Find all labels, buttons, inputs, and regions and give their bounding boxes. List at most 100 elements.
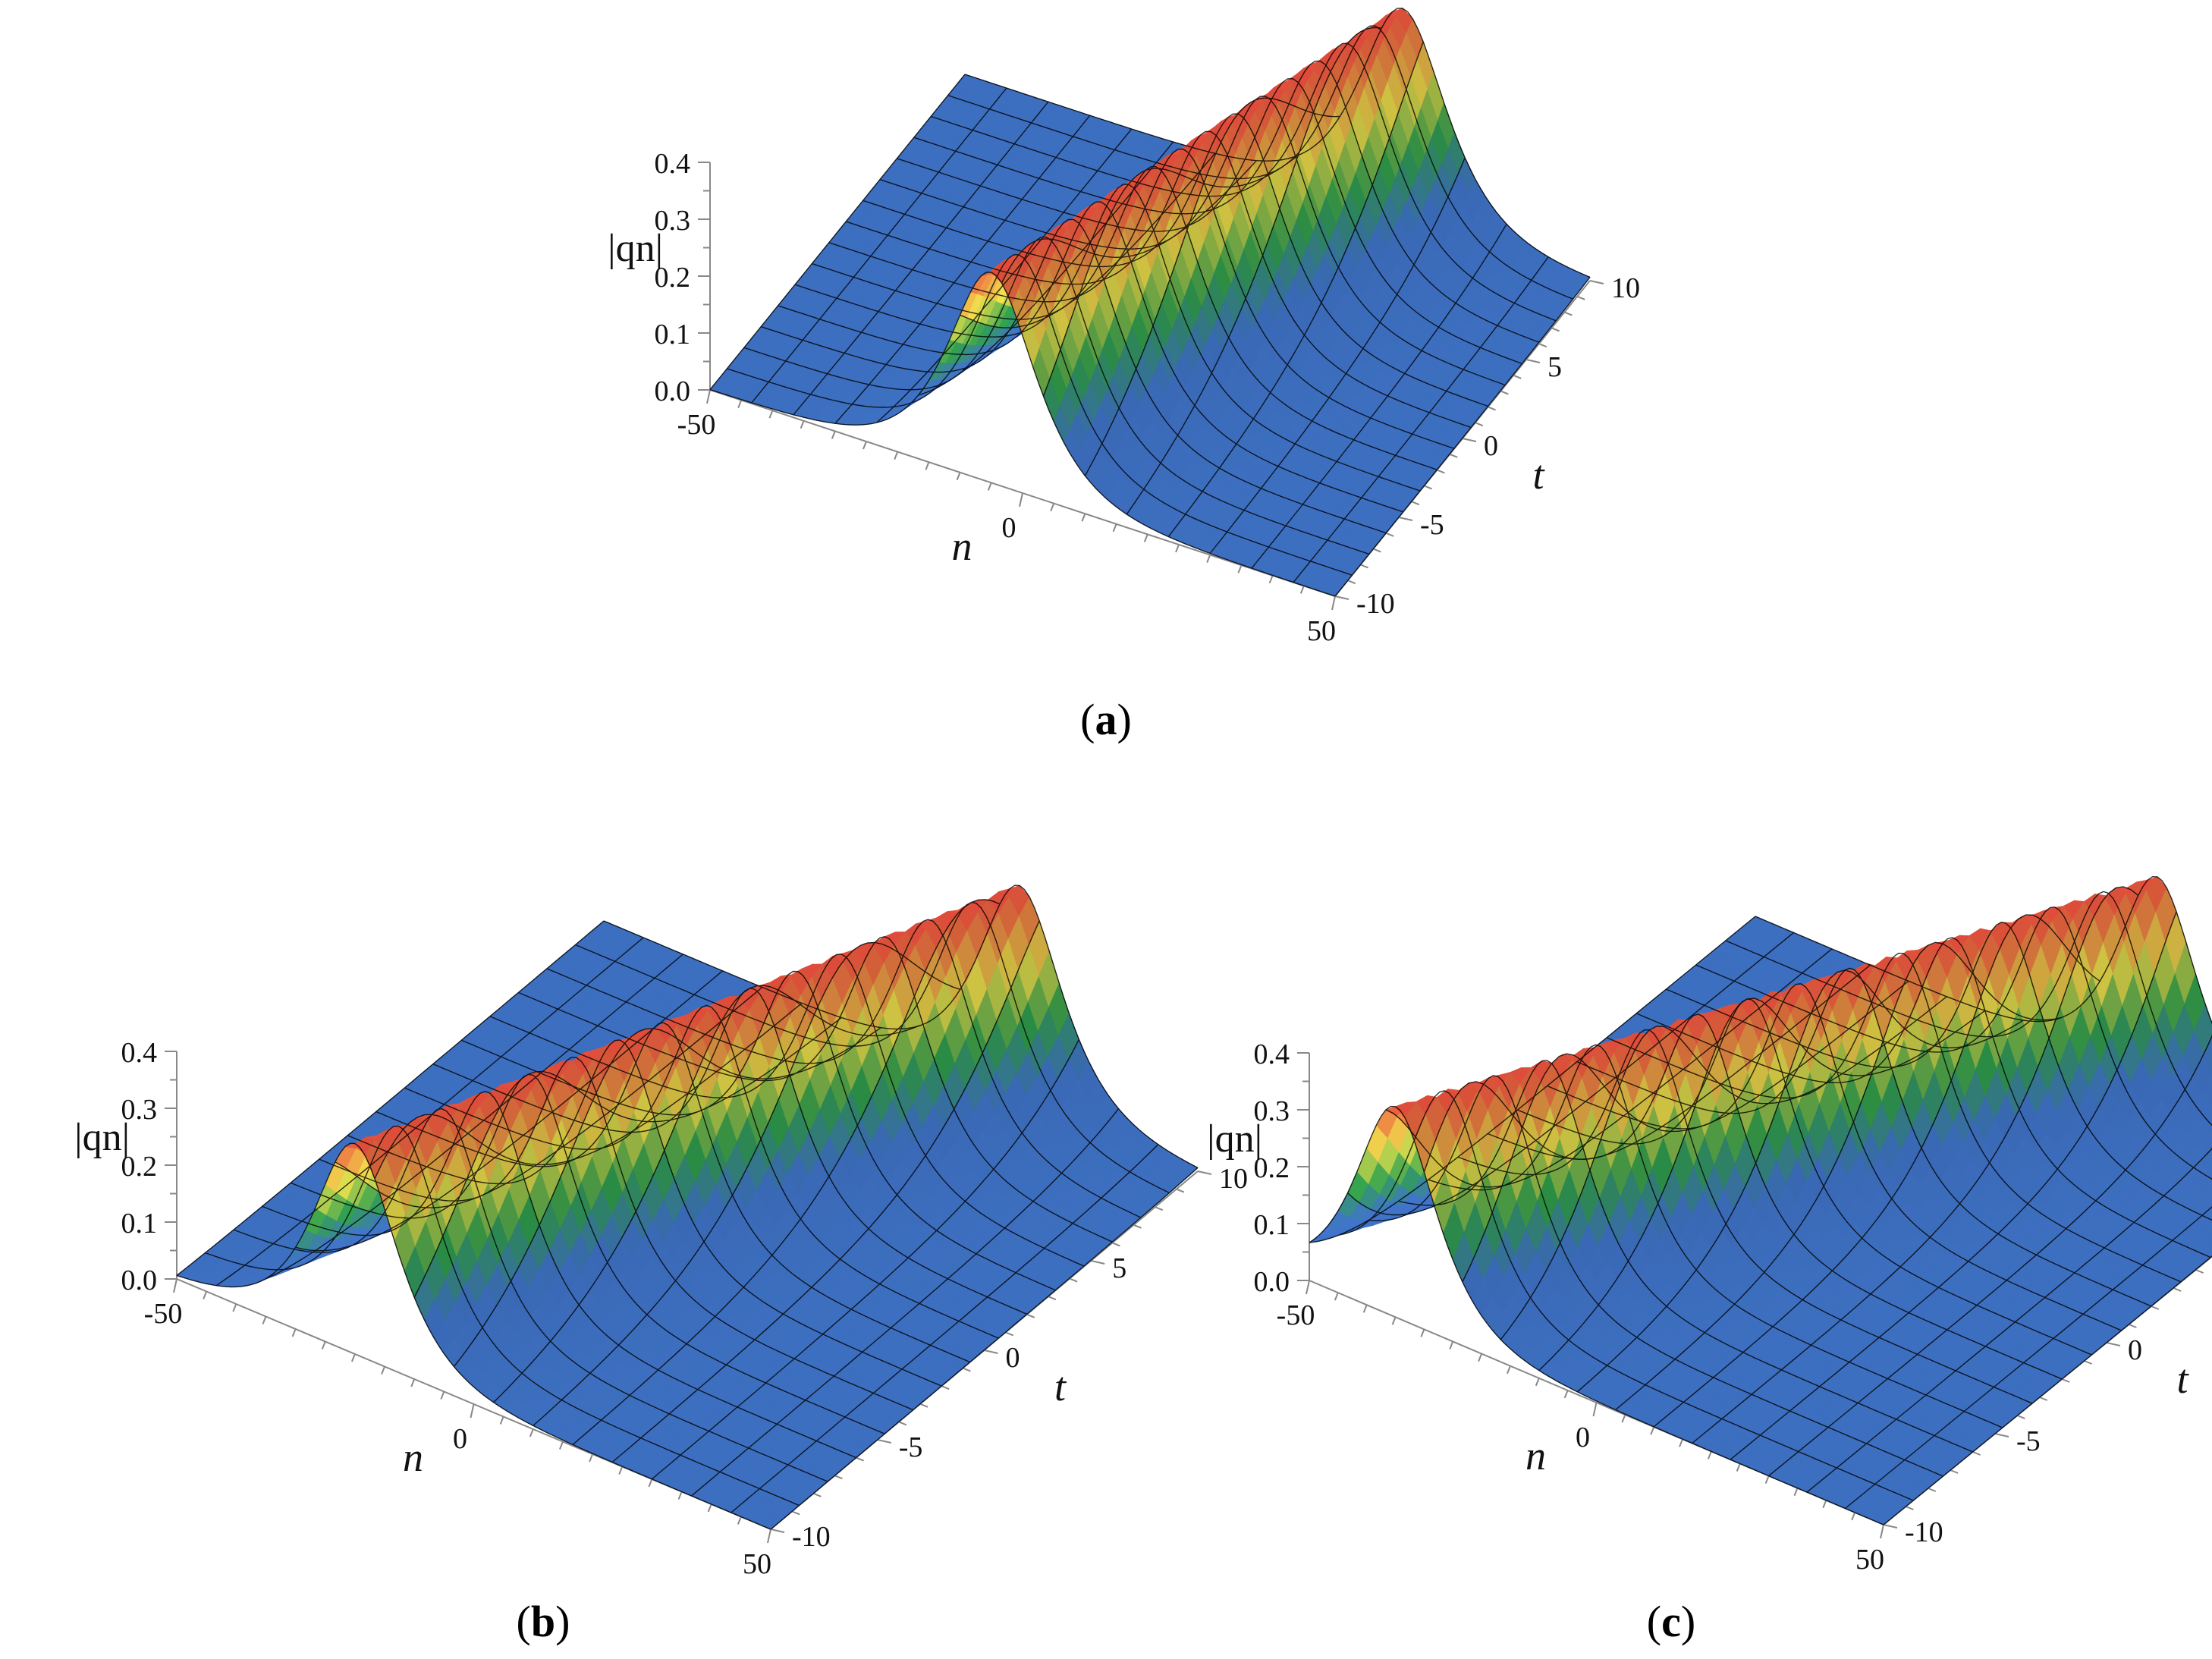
n-tick-mark bbox=[1175, 544, 1180, 553]
t-tick-label: -5 bbox=[1420, 509, 1444, 541]
n-tick-mark bbox=[768, 410, 774, 419]
n-tick-mark bbox=[894, 451, 899, 460]
panel-letter: a bbox=[1095, 695, 1117, 744]
t-tick-mark bbox=[1334, 595, 1350, 600]
t-tick-mark bbox=[1424, 485, 1432, 490]
n-tick-mark bbox=[1331, 595, 1336, 611]
z-tick-label: 0.0 bbox=[655, 375, 691, 407]
t-tick-mark bbox=[856, 1456, 864, 1462]
n-tick-mark bbox=[321, 1341, 326, 1350]
n-tick-mark bbox=[831, 431, 836, 439]
n-tick-mark bbox=[470, 1403, 475, 1419]
n-tick-mark bbox=[173, 1278, 178, 1293]
n-tick-label: 0 bbox=[1002, 512, 1016, 544]
t-tick-mark bbox=[1437, 469, 1445, 474]
n-tick-mark bbox=[737, 400, 743, 408]
n-tick-mark bbox=[737, 1516, 742, 1525]
n-tick-mark bbox=[987, 482, 992, 491]
n-tick-mark bbox=[1019, 492, 1023, 507]
n-tick-label: 50 bbox=[1307, 615, 1336, 647]
z-tick-label: 0.4 bbox=[655, 148, 691, 180]
t-tick-mark bbox=[1069, 1277, 1078, 1283]
t-tick-mark bbox=[791, 1510, 800, 1516]
t-tick-mark bbox=[1538, 343, 1547, 348]
n-tick-mark bbox=[925, 461, 930, 470]
t-tick-mark bbox=[962, 1367, 971, 1372]
n-axis-label: n bbox=[952, 523, 972, 569]
n-tick-mark bbox=[1143, 534, 1148, 542]
t-tick-mark bbox=[812, 1492, 822, 1497]
t-tick-mark bbox=[1005, 1331, 1014, 1337]
n-tick-mark bbox=[1112, 523, 1117, 533]
n-tick-mark bbox=[410, 1378, 416, 1387]
t-tick-mark bbox=[1155, 1206, 1164, 1211]
t-axis-label: t bbox=[1532, 452, 1545, 498]
surface bbox=[709, 8, 1591, 597]
n-tick-mark bbox=[862, 441, 867, 450]
z-axis-label: |qn| bbox=[608, 227, 663, 270]
t-tick-mark bbox=[1133, 1224, 1142, 1229]
t-tick-mark bbox=[1385, 532, 1394, 537]
t-tick-mark bbox=[919, 1403, 928, 1408]
t-tick-mark bbox=[941, 1385, 950, 1390]
t-tick-mark bbox=[1048, 1296, 1057, 1301]
t-tick-label: 10 bbox=[1611, 272, 1640, 304]
n-tick-mark bbox=[956, 472, 961, 481]
t-tick-mark bbox=[1091, 1260, 1105, 1265]
t-tick-mark bbox=[1197, 1170, 1212, 1175]
n-tick-mark bbox=[1050, 503, 1055, 511]
n-tick-mark bbox=[232, 1303, 237, 1312]
n-tick-mark bbox=[291, 1328, 297, 1337]
t-tick-mark bbox=[1112, 1242, 1120, 1247]
t-tick-label: -10 bbox=[1356, 588, 1395, 620]
n-tick-mark bbox=[559, 1441, 564, 1450]
n-tick-mark bbox=[648, 1478, 653, 1488]
t-tick-mark bbox=[1462, 438, 1477, 442]
n-tick-mark bbox=[707, 1503, 712, 1513]
t-tick-mark bbox=[1500, 390, 1509, 395]
t-tick-mark bbox=[1411, 501, 1420, 506]
t-tick-mark bbox=[1373, 548, 1381, 553]
n-tick-mark bbox=[800, 420, 805, 429]
n-tick-mark bbox=[529, 1428, 534, 1437]
t-tick-mark bbox=[877, 1439, 891, 1444]
n-tick-mark bbox=[381, 1366, 385, 1375]
surface bbox=[176, 884, 1199, 1530]
t-tick-label: 0 bbox=[1484, 430, 1498, 462]
t-tick-mark bbox=[1576, 295, 1585, 300]
n-tick-mark bbox=[499, 1416, 504, 1425]
t-tick-mark bbox=[1449, 453, 1458, 458]
panel-label: (a) bbox=[1080, 695, 1132, 744]
t-tick-mark bbox=[1475, 422, 1484, 427]
n-tick-mark bbox=[1081, 513, 1086, 522]
t-tick-mark bbox=[1513, 374, 1522, 379]
n-tick-mark bbox=[1237, 564, 1243, 573]
t-tick-mark bbox=[1026, 1313, 1035, 1318]
t-tick-mark bbox=[770, 1529, 785, 1533]
t-tick-mark bbox=[898, 1421, 907, 1426]
n-tick-mark bbox=[618, 1466, 624, 1475]
n-tick-label: -50 bbox=[677, 409, 716, 441]
n-tick-mark bbox=[1268, 575, 1274, 584]
n-tick-mark bbox=[203, 1291, 208, 1299]
n-tick-mark bbox=[706, 389, 711, 404]
t-tick-mark bbox=[1360, 564, 1368, 569]
n-tick-mark bbox=[1299, 586, 1305, 594]
t-tick-mark bbox=[1564, 311, 1573, 316]
t-tick-mark bbox=[1589, 280, 1604, 284]
t-tick-mark bbox=[834, 1475, 843, 1480]
t-tick-mark bbox=[984, 1350, 998, 1354]
t-tick-mark bbox=[1488, 406, 1496, 411]
n-tick-mark bbox=[767, 1529, 771, 1544]
n-tick-mark bbox=[1206, 555, 1211, 563]
t-tick-mark bbox=[1347, 580, 1356, 585]
t-tick-mark bbox=[1398, 517, 1413, 521]
z-tick-label: 0.1 bbox=[655, 319, 691, 350]
t-tick-mark bbox=[1551, 327, 1560, 332]
n-tick-mark bbox=[440, 1391, 445, 1400]
t-tick-mark bbox=[1176, 1188, 1185, 1193]
t-tick-label: 5 bbox=[1547, 351, 1562, 383]
